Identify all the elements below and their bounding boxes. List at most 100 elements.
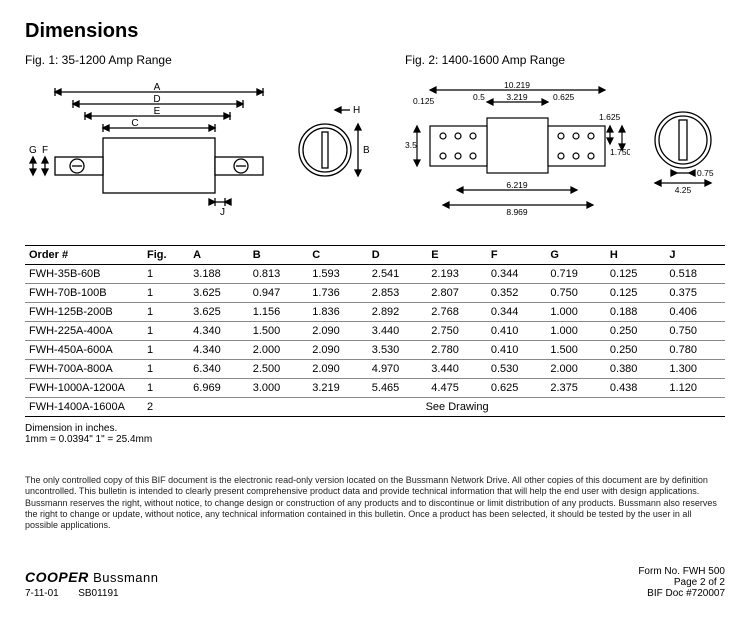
brand-logo: COOPER Bussmann (25, 569, 159, 585)
table-header: C (308, 246, 368, 265)
table-cell: 1.300 (665, 360, 725, 379)
table-cell: FWH-1000A-1200A (25, 379, 143, 398)
table-cell: 3.000 (249, 379, 309, 398)
table-cell: 0.780 (665, 341, 725, 360)
footer-page: Page 2 of 2 (638, 577, 725, 588)
table-cell: 2.807 (427, 284, 487, 303)
table-cell: 1 (143, 265, 189, 284)
table-cell: 1.000 (546, 303, 606, 322)
footer-code: SB01191 (78, 588, 118, 599)
svg-text:0.625: 0.625 (553, 92, 575, 102)
table-cell: 1.500 (546, 341, 606, 360)
disclaimer-text: The only controlled copy of this BIF doc… (25, 475, 725, 531)
dimension-note: Dimension in inches. 1mm = 0.0394" 1" = … (25, 423, 725, 445)
table-cell: 0.719 (546, 265, 606, 284)
table-cell: 0.375 (665, 284, 725, 303)
figure-2-caption: Fig. 2: 1400-1600 Amp Range (405, 53, 725, 67)
table-cell: 0.438 (606, 379, 666, 398)
table-cell: 1 (143, 360, 189, 379)
svg-text:F: F (42, 145, 48, 156)
svg-text:0.125: 0.125 (413, 96, 435, 106)
table-cell: FWH-70B-100B (25, 284, 143, 303)
table-cell: 2.000 (546, 360, 606, 379)
table-row: FWH-450A-600A14.3402.0002.0903.5302.7800… (25, 341, 725, 360)
footer-date: 7-11-01 (25, 588, 59, 599)
table-header: B (249, 246, 309, 265)
table-cell: 1.000 (546, 322, 606, 341)
table-cell: 1.593 (308, 265, 368, 284)
table-cell: 1.736 (308, 284, 368, 303)
table-row: FWH-35B-60B13.1880.8131.5932.5412.1930.3… (25, 265, 725, 284)
figure-2-diagram: 10.219 3.219 0.5 0.125 0.625 3.5 1.625 1… (405, 75, 725, 225)
svg-text:10.219: 10.219 (504, 80, 530, 90)
table-cell: 0.530 (487, 360, 547, 379)
page-footer: COOPER Bussmann 7-11-01 SB01191 Form No.… (25, 566, 725, 599)
table-header: A (189, 246, 249, 265)
table-cell: 4.475 (427, 379, 487, 398)
footer-doc: BIF Doc #720007 (638, 588, 725, 599)
table-cell: 0.380 (606, 360, 666, 379)
svg-text:8.969: 8.969 (506, 207, 528, 217)
table-cell: 2.090 (308, 341, 368, 360)
table-cell: 5.465 (368, 379, 428, 398)
table-header: Fig. (143, 246, 189, 265)
table-cell: 2.090 (308, 322, 368, 341)
table-row: FWH-225A-400A14.3401.5002.0903.4402.7500… (25, 322, 725, 341)
table-cell: 1 (143, 341, 189, 360)
svg-text:1.750: 1.750 (610, 147, 630, 157)
table-cell: 2.090 (308, 360, 368, 379)
table-cell: 0.518 (665, 265, 725, 284)
fig2-fuse-svg: 10.219 3.219 0.5 0.125 0.625 3.5 1.625 1… (405, 80, 630, 220)
table-cell-see-drawing: See Drawing (189, 398, 725, 417)
table-cell: 1 (143, 322, 189, 341)
table-cell: 3.530 (368, 341, 428, 360)
table-cell: FWH-700A-800A (25, 360, 143, 379)
table-cell: 0.125 (606, 284, 666, 303)
table-header: J (665, 246, 725, 265)
table-cell: 3.188 (189, 265, 249, 284)
dimensions-table: Order #Fig.ABCDEFGHJ FWH-35B-60B13.1880.… (25, 245, 725, 417)
table-cell: 0.750 (546, 284, 606, 303)
table-cell: 2.892 (368, 303, 428, 322)
svg-text:C: C (131, 118, 138, 129)
svg-text:1.625: 1.625 (599, 112, 621, 122)
svg-text:B: B (363, 145, 370, 156)
svg-text:E: E (154, 106, 161, 117)
fig1-fuse-svg: A D E C G F J (25, 80, 280, 220)
table-cell: 1.120 (665, 379, 725, 398)
table-header: F (487, 246, 547, 265)
table-cell: 0.410 (487, 341, 547, 360)
table-cell: 0.125 (606, 265, 666, 284)
table-cell: FWH-35B-60B (25, 265, 143, 284)
table-cell: 6.969 (189, 379, 249, 398)
table-row: FWH-1000A-1200A16.9693.0003.2195.4654.47… (25, 379, 725, 398)
table-cell: 2.375 (546, 379, 606, 398)
table-cell: 0.250 (606, 341, 666, 360)
table-cell: 2.768 (427, 303, 487, 322)
table-cell: 2.500 (249, 360, 309, 379)
table-cell: 2 (143, 398, 189, 417)
table-cell: 0.410 (487, 322, 547, 341)
svg-text:H: H (353, 105, 360, 116)
table-cell: 0.813 (249, 265, 309, 284)
figure-1-diagram: A D E C G F J (25, 75, 385, 225)
table-header: D (368, 246, 428, 265)
svg-text:0.75: 0.75 (697, 168, 714, 178)
table-cell: 2.193 (427, 265, 487, 284)
svg-text:3.5: 3.5 (405, 140, 417, 150)
footer-form: Form No. FWH 500 (638, 566, 725, 577)
figure-row: Fig. 1: 35-1200 Amp Range (25, 53, 725, 225)
table-cell: 3.440 (368, 322, 428, 341)
table-cell: 3.625 (189, 284, 249, 303)
table-cell: 1.156 (249, 303, 309, 322)
table-cell: 3.440 (427, 360, 487, 379)
svg-text:0.5: 0.5 (473, 92, 485, 102)
table-header: H (606, 246, 666, 265)
fig2-circle-svg: 4.25 0.75 (645, 95, 725, 205)
table-cell: 1 (143, 379, 189, 398)
svg-text:A: A (154, 82, 161, 93)
table-cell: 0.352 (487, 284, 547, 303)
table-cell: 6.340 (189, 360, 249, 379)
figure-1-caption: Fig. 1: 35-1200 Amp Range (25, 53, 385, 67)
table-cell: 1 (143, 303, 189, 322)
